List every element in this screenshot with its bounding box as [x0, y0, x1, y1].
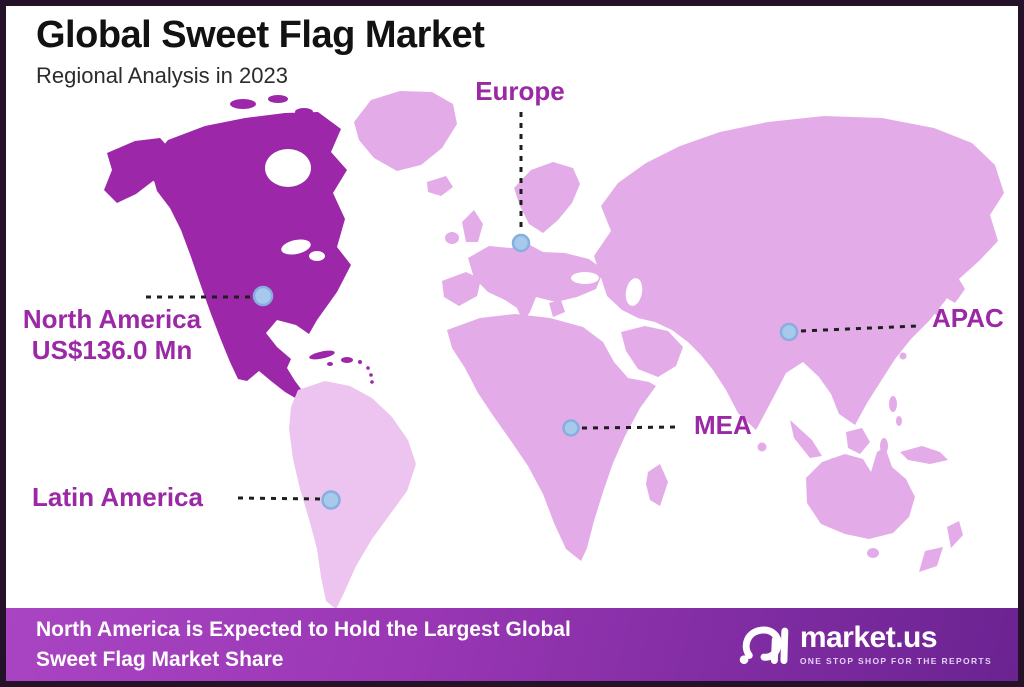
cuba-island	[309, 350, 335, 360]
label-north-america-value: US$136.0 Mn	[31, 334, 193, 365]
marketus-logo-text: market.us ONE STOP SHOP FOR THE REPORTS	[799, 621, 992, 667]
mea-marker	[562, 419, 580, 437]
arctic-island	[268, 95, 288, 103]
latin-america-leader-line	[237, 496, 322, 501]
header: Global Sweet Flag Market Regional Analys…	[36, 14, 485, 89]
sumatra-island	[790, 420, 822, 458]
new-zealand-island	[947, 521, 963, 548]
japan-island	[934, 308, 942, 316]
philippines-island	[896, 416, 902, 426]
label-europe: Europe	[475, 76, 565, 106]
label-mea: MEA	[694, 410, 752, 440]
label-north-america: North America US$136.0 Mn	[22, 304, 202, 365]
great-lakes-cutout	[309, 251, 325, 261]
europe-marker	[511, 233, 531, 253]
antilles-island	[358, 360, 362, 364]
uk-region	[462, 210, 483, 242]
alaska-region	[104, 138, 171, 203]
sri-lanka-island	[757, 442, 767, 452]
hudson-bay-cutout	[265, 149, 311, 187]
mea-leader-line	[581, 425, 681, 430]
great-lakes-cutout	[281, 239, 311, 255]
page-title: Global Sweet Flag Market	[36, 14, 485, 56]
asia-region	[594, 116, 1004, 430]
japan-island	[945, 276, 965, 303]
madagascar-region	[646, 464, 668, 506]
new-guinea-island	[900, 446, 948, 464]
antilles-island	[370, 380, 374, 384]
north-america-marker	[252, 285, 274, 307]
label-apac: APAC	[932, 303, 1004, 333]
apac-leader-line	[800, 324, 919, 333]
caspian-sea-cutout	[625, 278, 643, 306]
philippines-island	[889, 396, 897, 412]
hainan-island	[868, 368, 876, 376]
antilles-island	[369, 373, 373, 377]
arctic-island	[295, 108, 313, 116]
conclusion-line-2: Sweet Flag Market Share	[36, 647, 284, 671]
marketus-logo: market.us ONE STOP SHOP FOR THE REPORTS	[738, 621, 992, 669]
africa-region	[447, 314, 656, 561]
label-latin-america: Latin America	[32, 482, 203, 512]
greece-region	[549, 300, 565, 317]
ireland-region	[445, 232, 459, 244]
marketus-logo-icon	[739, 626, 789, 664]
greenland-region	[354, 91, 457, 171]
antilles-island	[366, 366, 370, 370]
hispaniola-island	[341, 357, 353, 363]
conclusion-text: North America is Expected to Hold the La…	[6, 615, 571, 674]
tasmania-island	[867, 548, 879, 558]
europe-mainland-region	[468, 244, 604, 322]
iberia-region	[442, 272, 481, 306]
australia-region	[806, 447, 915, 539]
conclusion-banner: North America is Expected to Hold the La…	[6, 608, 1018, 681]
jamaica-island	[327, 362, 333, 366]
iceland-region	[427, 176, 453, 196]
taiwan-island	[899, 352, 907, 360]
conclusion-line-1: North America is Expected to Hold the La…	[36, 618, 571, 642]
page-subtitle: Regional Analysis in 2023	[36, 62, 288, 88]
borneo-island	[846, 428, 870, 454]
arctic-island	[230, 99, 256, 109]
north-america-region	[151, 112, 351, 399]
black-sea-cutout	[571, 272, 599, 284]
logo-tagline: ONE STOP SHOP FOR THE REPORTS	[799, 656, 992, 666]
label-north-america-name: North America	[22, 304, 202, 334]
logo-brand-name: market.us	[799, 621, 938, 654]
latin-america-marker	[321, 490, 341, 510]
scandinavia-region	[514, 162, 580, 233]
south-america-region	[289, 381, 416, 609]
arabia-region	[621, 326, 683, 377]
new-zealand-island	[919, 547, 943, 572]
apac-marker	[779, 322, 799, 342]
